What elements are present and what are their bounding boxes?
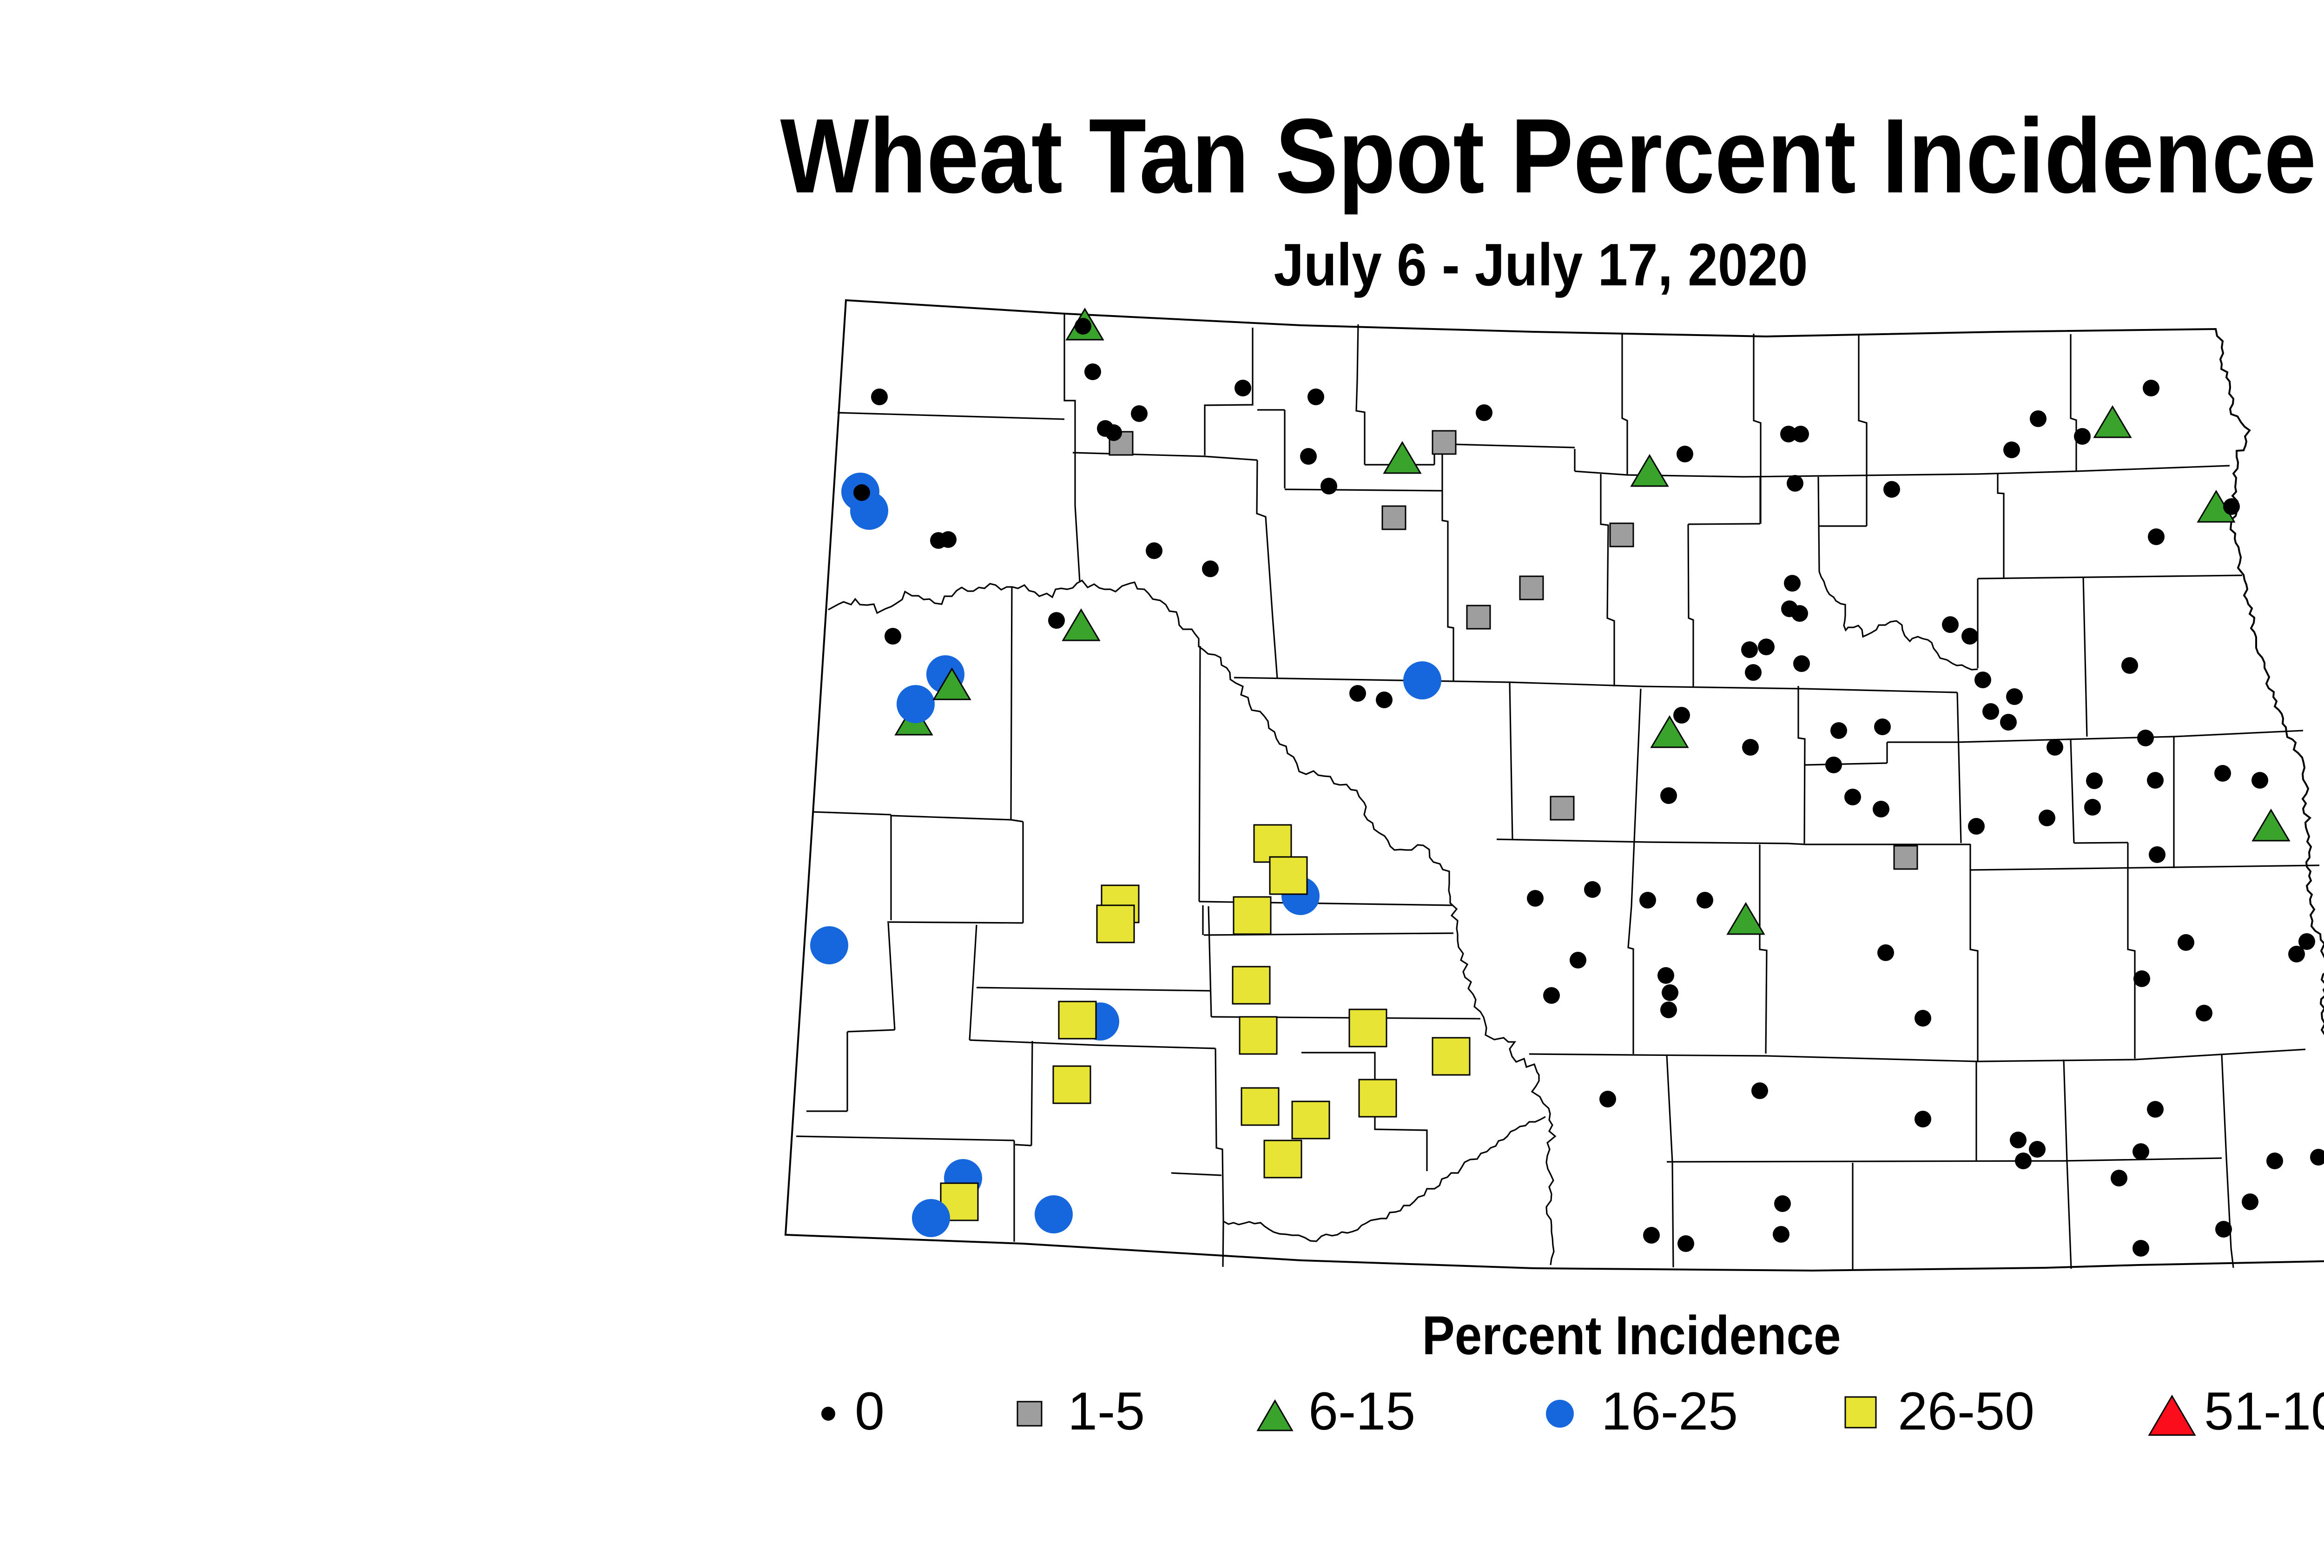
svg-text:26-50: 26-50 — [1898, 1382, 2034, 1441]
svg-text:1-5: 1-5 — [1068, 1382, 1145, 1441]
svg-text:51-100: 51-100 — [2204, 1382, 2324, 1441]
svg-text:6-15: 6-15 — [1308, 1382, 1415, 1441]
svg-text:July 6 - July 17, 2020: July 6 - July 17, 2020 — [1274, 231, 1808, 298]
svg-text:Wheat Tan Spot Percent Inciden: Wheat Tan Spot Percent Incidence — [780, 97, 2317, 215]
svg-text:Percent Incidence: Percent Incidence — [1422, 1305, 1841, 1366]
svg-text:16-25: 16-25 — [1601, 1382, 1738, 1441]
svg-text:0: 0 — [855, 1382, 885, 1441]
